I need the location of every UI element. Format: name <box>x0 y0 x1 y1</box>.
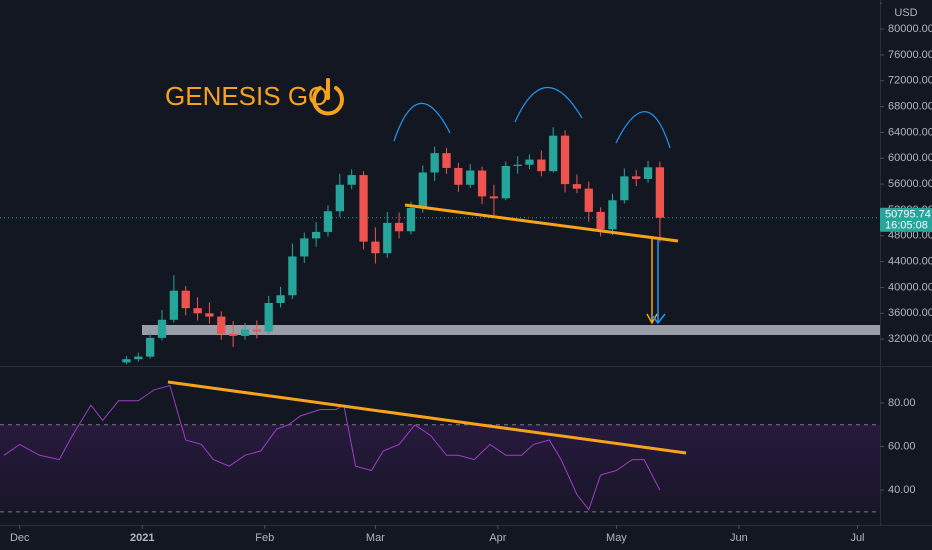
candle-body <box>169 290 179 320</box>
y-tick-label: 44000.00 <box>888 256 932 268</box>
left-shoulder <box>393 102 451 142</box>
y-tick-label: 48000.00 <box>888 230 932 242</box>
drawings: GENESIS GO <box>165 78 687 455</box>
last-price-label: 50795.74 <box>885 209 931 221</box>
candle-body <box>264 302 273 332</box>
candle-body <box>513 164 522 167</box>
candle-body <box>134 356 143 360</box>
power-icon <box>312 86 344 116</box>
y-tick-label: 72000.00 <box>888 75 932 87</box>
candle-body <box>383 222 392 254</box>
x-tick-label: 2021 <box>130 532 154 544</box>
rsi-pane <box>0 384 880 513</box>
head <box>514 86 583 123</box>
candle-body <box>406 208 416 232</box>
candle-body <box>205 313 214 317</box>
candle-body <box>217 316 226 334</box>
x-tick-label: Feb <box>255 532 274 544</box>
y-tick-label: 36000.00 <box>888 307 932 319</box>
y-tick-label: 60.00 <box>888 440 916 452</box>
x-tick-label: Dec <box>10 532 30 544</box>
y-tick-label: 80.00 <box>888 397 916 409</box>
currency-box <box>882 0 932 20</box>
candle-body <box>549 135 558 172</box>
y-tick-label: 56000.00 <box>888 178 932 190</box>
candle-body <box>193 308 202 314</box>
candle-body <box>608 200 617 230</box>
candle-body <box>371 241 380 254</box>
candle-body <box>643 167 653 179</box>
candle-body <box>525 159 534 165</box>
candle-body <box>442 153 451 168</box>
candle-body <box>596 211 605 230</box>
candle-body <box>572 184 582 189</box>
candle-body <box>240 329 250 336</box>
y-tick-label: 40.00 <box>888 484 916 496</box>
candle-body <box>228 333 238 336</box>
candle-body <box>537 159 546 172</box>
currency-label: USD <box>894 7 917 19</box>
neckline <box>404 203 679 243</box>
target-arrow <box>650 313 666 325</box>
candle-body <box>501 166 510 199</box>
x-tick-label: Mar <box>366 532 385 544</box>
candle-body <box>146 337 155 357</box>
candle-body <box>632 176 641 179</box>
candle-body <box>335 184 344 212</box>
candle-body <box>288 256 297 296</box>
candle-body <box>454 167 463 185</box>
candle-body <box>466 170 475 185</box>
countdown-label: 16:05:08 <box>885 220 928 232</box>
y-tick-label: 40000.00 <box>888 281 932 293</box>
x-tick-label: Apr <box>489 532 506 544</box>
y-tick-label: 76000.00 <box>888 49 932 61</box>
candle-body <box>560 135 570 185</box>
candle-body <box>584 188 593 212</box>
y-tick-label: 80000.00 <box>888 23 932 35</box>
support-zone <box>142 325 880 335</box>
candle-body <box>477 170 487 197</box>
candle-body <box>181 290 190 309</box>
last-price-box <box>880 207 932 232</box>
rsi-band-fill <box>0 424 880 512</box>
candle-body <box>122 359 131 363</box>
y-tick-label: 60000.00 <box>888 152 932 164</box>
candle-body <box>276 295 285 303</box>
x-tick-label: Jul <box>850 532 864 544</box>
x-tick-label: Jun <box>730 532 748 544</box>
candle-body <box>655 167 665 218</box>
candle-body <box>311 231 321 239</box>
candle-body <box>418 172 427 209</box>
candle-body <box>347 175 356 185</box>
rsi-trendline <box>167 380 687 455</box>
y-tick-label: 68000.00 <box>888 100 932 112</box>
y-tick-label: 64000.00 <box>888 126 932 138</box>
candle-body <box>323 211 333 232</box>
candle-body <box>300 238 309 257</box>
y-tick-label: 32000.00 <box>888 333 932 345</box>
candle-body <box>489 196 499 199</box>
annotation-title: GENESIS GO <box>165 81 328 111</box>
candle-body <box>359 175 368 242</box>
x-tick-label: May <box>606 532 627 544</box>
price-pane <box>0 127 880 365</box>
candle-body <box>620 176 629 201</box>
candle-body <box>394 222 404 232</box>
candle-body <box>252 329 261 332</box>
candle-body <box>430 153 439 173</box>
target-arrow <box>646 313 658 325</box>
right-shoulder <box>615 111 671 149</box>
candle-body <box>157 319 167 338</box>
